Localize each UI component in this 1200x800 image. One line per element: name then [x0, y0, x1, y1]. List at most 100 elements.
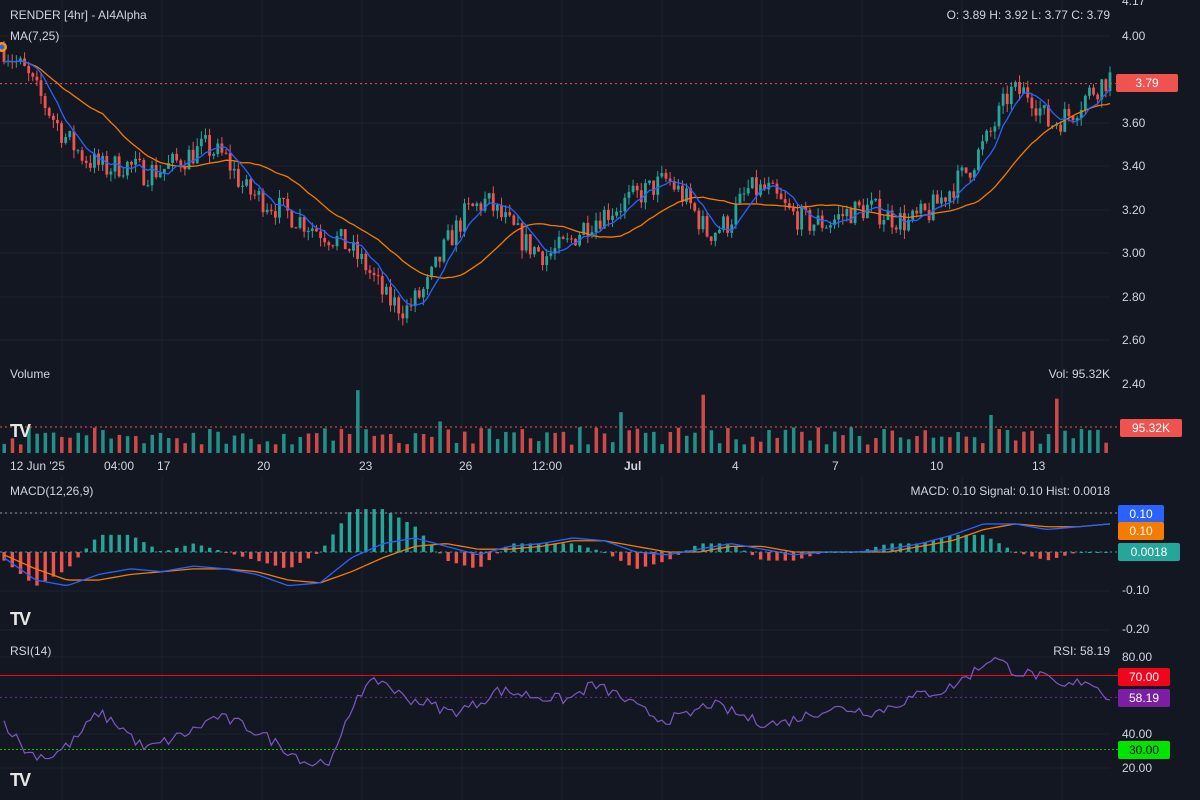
- time-tick: 20: [257, 459, 271, 473]
- candle-body: [898, 213, 902, 230]
- macd-hist-bar: [1046, 552, 1051, 561]
- macd-hist-bar: [59, 552, 64, 573]
- candle-body: [779, 193, 783, 200]
- volume-bar: [339, 428, 344, 453]
- candle-body: [27, 65, 31, 74]
- macd-hist-bar: [347, 512, 352, 552]
- volume-bar: [158, 432, 163, 453]
- candle-body: [734, 203, 738, 225]
- macd-hist-bar: [240, 552, 245, 557]
- macd-hist-bar: [553, 543, 557, 552]
- macd-label: MACD(12,26,9): [10, 484, 94, 498]
- volume-bar: [841, 435, 845, 453]
- volume-bar: [388, 433, 393, 453]
- macd-chart[interactable]: [0, 477, 1200, 640]
- rsi-label: RSI(14): [10, 644, 52, 658]
- price-tick: 4.17: [1122, 0, 1146, 8]
- candle-body: [171, 153, 174, 163]
- candle-body: [426, 277, 429, 289]
- candle-body: [755, 177, 758, 196]
- price-pane[interactable]: RENDER [4hr] - AI4Alpha MA(7,25) O: 3.89…: [0, 0, 1200, 365]
- volume-bar: [43, 432, 48, 453]
- time-tick: 23: [359, 459, 373, 473]
- candle-body: [816, 215, 820, 225]
- candle-body: [1022, 87, 1026, 94]
- candle-body: [627, 191, 631, 198]
- candle-body: [1092, 87, 1095, 95]
- candle-body: [93, 153, 96, 168]
- candle-body: [479, 203, 483, 211]
- ma-fast-line: [3, 60, 1111, 306]
- volume-bar: [701, 394, 705, 453]
- candle-body: [236, 168, 240, 187]
- macd-pane[interactable]: MACD(12,26,9) MACD: 0.10 Signal: 0.10 Hi…: [0, 477, 1200, 640]
- candle-body: [327, 242, 331, 246]
- candle-body: [430, 266, 433, 278]
- signal-line: [3, 523, 1111, 584]
- candle-body: [718, 229, 721, 233]
- volume-pane[interactable]: Volume Vol: 95.32K 2.40 95.32K TV: [0, 365, 1200, 455]
- candle-body: [602, 209, 606, 229]
- time-axis[interactable]: 12 Jun '25 04:00 17 20 23 26 12:00 Jul 4…: [0, 455, 1200, 477]
- macd-hist-bar: [339, 523, 343, 552]
- candle-body: [51, 115, 55, 120]
- candle-body: [442, 239, 446, 262]
- candle-body: [643, 183, 647, 203]
- candle-body: [1034, 108, 1038, 116]
- volume-chart[interactable]: [0, 365, 1200, 455]
- candle-body: [491, 193, 495, 211]
- macd-hist-bar: [355, 509, 360, 552]
- candle-body: [767, 182, 771, 190]
- candle-body: [286, 198, 290, 211]
- candle-body: [232, 168, 236, 171]
- volume-bar: [865, 444, 870, 453]
- candle-body: [590, 232, 594, 236]
- candle-body: [775, 183, 779, 194]
- candle-body: [446, 230, 450, 240]
- candle-body: [730, 224, 734, 233]
- candle-body: [882, 220, 886, 225]
- rsi-tick: 20.00: [1122, 761, 1153, 775]
- candle-body: [121, 175, 125, 177]
- candle-body: [331, 245, 335, 247]
- volume-bar: [240, 433, 245, 453]
- candle-body: [335, 236, 339, 247]
- volume-bar: [298, 437, 303, 453]
- candle-body: [380, 276, 384, 295]
- candle-body: [72, 131, 76, 151]
- rsi-pane[interactable]: RSI(14) RSI: 58.19 80.00 40.00 20.00 70.…: [0, 640, 1200, 800]
- volume-bar: [824, 444, 829, 453]
- macd-hist-bar: [216, 549, 220, 552]
- candle-body: [68, 131, 72, 138]
- candle-body: [146, 185, 150, 187]
- candle-body: [306, 230, 310, 232]
- candle-body: [952, 191, 956, 198]
- candle-body: [541, 251, 545, 266]
- candle-body: [47, 108, 51, 116]
- volume-bar: [536, 441, 541, 453]
- macd-hist-bar: [586, 547, 590, 552]
- volume-bar: [101, 430, 105, 453]
- candle-body: [1071, 116, 1075, 121]
- candle-body: [1055, 124, 1058, 126]
- rsi-70-tag: 70.00: [1118, 668, 1170, 686]
- ohlc-readout: O: 3.89 H: 3.92 L: 3.77 C: 3.79: [946, 8, 1110, 22]
- macd-tick: -0.10: [1122, 583, 1150, 597]
- volume-readout: Vol: 95.32K: [1048, 367, 1110, 381]
- price-chart[interactable]: [0, 0, 1200, 365]
- volume-bar: [1005, 430, 1010, 453]
- candle-body: [841, 214, 845, 217]
- volume-bar: [668, 432, 673, 453]
- tradingview-logo-icon: TV: [10, 609, 31, 629]
- macd-hist-bar: [808, 552, 812, 557]
- macd-hist-bar: [569, 543, 574, 552]
- ma-label: MA(7,25): [10, 29, 60, 43]
- price-tick: 2.60: [1122, 333, 1146, 347]
- candle-body: [977, 149, 980, 171]
- macd-hist-bar: [956, 534, 960, 552]
- rsi-chart[interactable]: [0, 640, 1200, 800]
- price-tick: 2.40: [1122, 377, 1146, 391]
- candle-body: [409, 305, 413, 307]
- volume-bar: [611, 442, 615, 453]
- macd-hist-bar: [1030, 552, 1034, 557]
